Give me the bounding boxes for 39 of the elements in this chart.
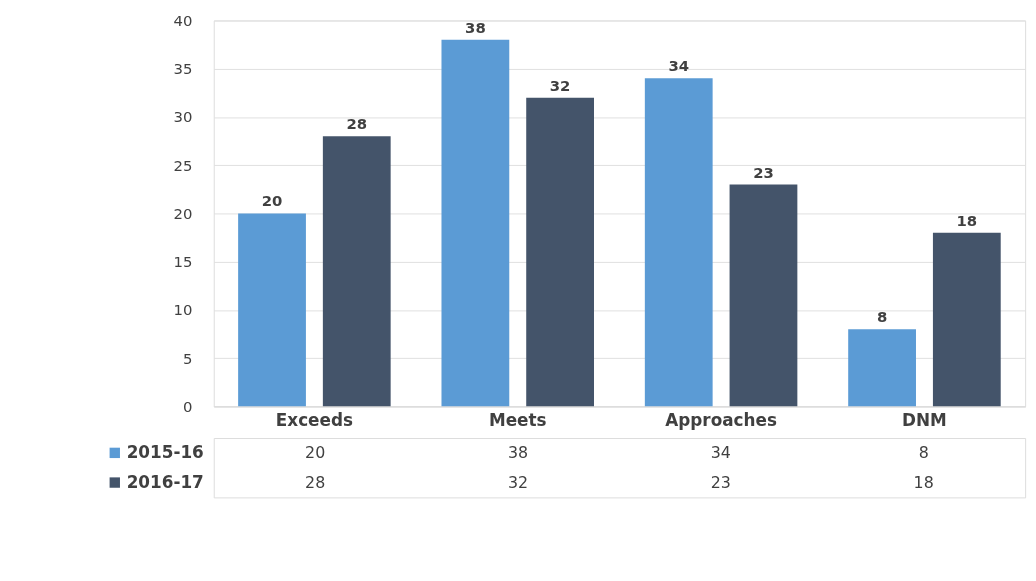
x-tick-label: Meets	[488, 409, 547, 430]
bar	[848, 329, 916, 407]
x-tick-label: Approaches	[665, 409, 777, 430]
legend-label: 2016-17	[126, 471, 204, 492]
y-tick-label: 20	[173, 204, 193, 222]
y-tick-label: 35	[173, 60, 193, 78]
annotation: 8	[876, 308, 888, 326]
annotation: 38	[465, 18, 486, 36]
bar	[238, 213, 306, 407]
x-tick-label: DNM	[902, 409, 947, 430]
bar	[644, 78, 713, 407]
bar	[322, 136, 391, 407]
annotation: 18	[956, 211, 978, 229]
data-label: 38	[507, 442, 529, 462]
data-label: 20	[305, 442, 326, 462]
bar	[932, 232, 1001, 407]
annotation: 20	[261, 192, 283, 210]
annotation: 32	[549, 76, 571, 94]
y-tick-label: 15	[173, 253, 193, 271]
x-tick-label: Exceeds	[275, 409, 353, 430]
data-label: 8	[918, 442, 929, 462]
y-tick-label: 25	[173, 156, 193, 174]
y-tick-label: 0	[183, 397, 193, 415]
data-label: 34	[710, 442, 731, 462]
bar	[729, 184, 798, 407]
legend-label: 2015-16	[126, 441, 204, 462]
annotation: 28	[346, 115, 368, 133]
y-tick-label: 30	[173, 108, 193, 126]
annotation: 23	[753, 163, 774, 181]
bar	[441, 39, 510, 407]
y-tick-label: 40	[173, 11, 193, 29]
annotation: 34	[668, 57, 690, 75]
data-label: 32	[507, 472, 529, 492]
data-label: 23	[710, 472, 731, 492]
y-tick-label: 10	[173, 301, 193, 319]
data-label: 28	[305, 472, 326, 492]
bar	[526, 97, 594, 407]
data-label: 18	[913, 472, 934, 492]
y-tick-label: 5	[183, 349, 193, 367]
